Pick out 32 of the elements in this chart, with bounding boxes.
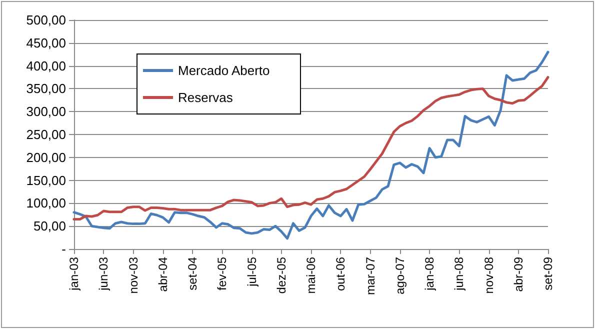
y-tick-label: 100,00	[26, 196, 66, 211]
y-tick-label: 500,00	[26, 12, 66, 28]
x-tick-label: jan-08	[422, 256, 436, 292]
x-tick-label: mai-06	[304, 256, 318, 294]
legend-label: Reservas	[178, 90, 234, 105]
y-tick-label: 150,00	[26, 172, 66, 188]
x-tick-label: abr-04	[156, 256, 170, 292]
y-tick-label: 400,00	[26, 58, 66, 74]
x-tick-label: jun-08	[452, 256, 466, 292]
x-tick-label: fev-05	[215, 256, 230, 290]
x-tick-label: nov-08	[482, 256, 496, 294]
y-tick-label: 200,00	[26, 150, 66, 165]
line-series	[72, 76, 550, 220]
y-tick-label: -	[62, 242, 66, 256]
y-tick-label: 350,00	[26, 81, 66, 96]
x-tick-label: mar-07	[363, 256, 378, 296]
y-tick-label: 50,00	[33, 218, 66, 234]
x-tick-label: jan-03	[67, 256, 81, 292]
x-tick-label: nov-03	[126, 256, 140, 294]
line-series	[72, 50, 550, 240]
legend-label: Mercado Aberto	[178, 63, 270, 78]
x-tick-label: jul-05	[244, 256, 259, 288]
x-tick-label: set-09	[541, 256, 555, 290]
x-tick-label: abr-09	[511, 256, 526, 292]
x-tick-label: dez-05	[274, 256, 288, 294]
x-tick-label: out-06	[334, 256, 348, 292]
y-tick-label: 300,00	[26, 104, 66, 120]
x-tick-label: jun-03	[96, 256, 111, 292]
y-tick-label: 450,00	[26, 35, 66, 50]
x-tick-label: ago-07	[392, 256, 407, 294]
y-tick-label: 250,00	[26, 127, 66, 142]
x-tick-label: set-04	[186, 256, 200, 290]
